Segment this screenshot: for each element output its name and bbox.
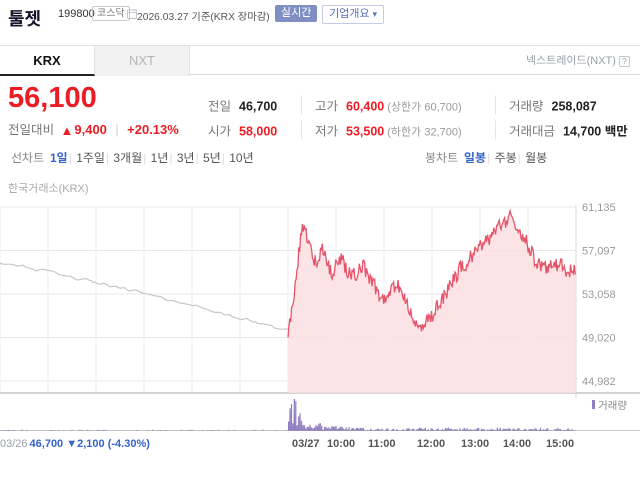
svg-text:57,097: 57,097	[582, 246, 616, 258]
svg-text:61,135: 61,135	[582, 202, 616, 214]
svg-text:49,020: 49,020	[582, 333, 616, 345]
svg-text:44,982: 44,982	[582, 376, 616, 388]
svg-text:53,058: 53,058	[582, 289, 616, 301]
